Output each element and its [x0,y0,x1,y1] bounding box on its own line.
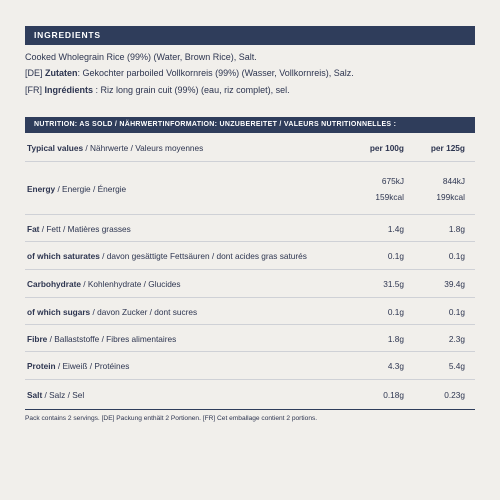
ingredient-line: Cooked Wholegrain Rice (99%) (Water, Bro… [25,52,257,62]
column-header: per 125g [430,143,465,153]
row-label-rest: / Eiweiß / Protéines [55,361,130,371]
ingredient-line: [FR] Ingrédients : Riz long grain cuit (… [25,85,290,95]
nutrient-value: 5.4g [448,361,465,371]
row-label: Fat / Fett / Matières grasses [27,221,131,237]
row-label-bold: of which sugars [27,306,91,317]
nutrient-value: 1.8g [387,333,404,344]
value-cell: 4.3g [388,358,404,374]
row-label-bold: Protein [27,361,56,371]
row-label: Energy / Energie / Énergie [27,181,126,197]
nutrient-value: 844kJ [442,175,465,186]
nutrient-value: 0.1g [448,251,465,261]
nutrient-value: 0.23g [444,390,465,400]
nutrient-row: Salt / Salz / Sel 0.18g 0.23g [25,380,475,410]
value-cell: 5.4g [449,358,465,374]
row-label-bold: Salt [27,390,43,400]
nutrient-value: 675kJ [381,175,404,186]
value-cell: 0.23g [444,387,465,403]
row-label-bold: Fibre [27,333,48,344]
row-label-bold: Carbohydrate [27,279,81,289]
row-label-rest: / Nährwerte / Valeurs moyennes [83,143,204,153]
row-label-rest: / Energie / Énergie [55,183,127,194]
row-label: Salt / Salz / Sel [27,387,84,403]
row-label: Protein / Eiweiß / Protéines [27,358,129,374]
row-label-rest: / davon Zucker / dont sucres [90,306,198,317]
row-label-rest: / Ballaststoffe / Fibres alimentaires [47,333,177,344]
language-label: Zutaten [45,68,78,78]
nutrient-value: 1.4g [387,223,404,234]
value-cell: 2.3g [449,331,465,347]
row-label-bold: of which saturates [27,251,100,261]
row-label-bold: Energy [27,183,56,194]
row-label-rest: / davon gesättigte Fettsäuren / dont aci… [99,251,307,261]
nutrient-row: of which saturates / davon gesättigte Fe… [25,242,475,270]
row-label: Fibre / Ballaststoffe / Fibres alimentai… [27,331,176,347]
footnote: Pack contains 2 servings. [DE] Packung e… [25,415,318,422]
row-label-bold: Typical values [27,143,84,153]
ingredient-text: : Riz long grain cuit (99%) (eau, riz co… [93,85,290,95]
value-cell: 0.18g [383,387,404,403]
value-cell: 675kJ 159kcal [375,173,404,205]
row-label-rest: / Salz / Sel [42,390,85,400]
row-label-rest: / Kohlenhydrate / Glucides [80,279,181,289]
nutrient-value: 0.1g [387,306,404,317]
nutrient-row: of which sugars / davon Zucker / dont su… [25,298,475,325]
row-label: Carbohydrate / Kohlenhydrate / Glucides [27,276,181,292]
nutrient-value: 0.1g [387,251,404,261]
row-label-rest: / Fett / Matières grasses [39,223,131,234]
column-header: per 100g [369,143,404,153]
nutrient-row: Energy / Energie / Énergie 675kJ 159kcal 84… [25,162,475,215]
value-cell: 844kJ 199kcal [436,173,465,205]
language-label: Ingrédients [44,85,94,95]
nutrient-row: Fibre / Ballaststoffe / Fibres alimentai… [25,325,475,352]
language-prefix: [FR] [25,85,45,95]
nutrient-row: Protein / Eiweiß / Protéines 4.3g 5.4g [25,352,475,380]
value-cell: 0.1g [388,248,404,264]
value-cell: 39.4g [444,276,465,292]
nutrient-value: 39.4g [444,279,465,289]
ingredients-heading: INGREDIENTS [34,30,101,40]
nutrient-row: Fat / Fett / Matières grasses 1.4g 1.8g [25,215,475,242]
row-label: of which sugars / davon Zucker / dont su… [27,304,197,320]
row-label: Typical values / Nährwerte / Valeurs moy… [27,140,203,156]
row-label: of which saturates / davon gesättigte Fe… [27,248,307,264]
value-cell: 1.8g [388,331,404,347]
nutrient-value: 31.5g [383,279,404,289]
ingredients-bar: INGREDIENTS [25,26,475,45]
nutrition-bar: NUTRITION: AS SOLD / NÄHRWERTINFORMATION… [25,117,475,133]
nutrient-row: Carbohydrate / Kohlenhydrate / Glucides 3… [25,270,475,298]
value-cell: 1.8g [449,221,465,237]
nutrient-value: 199kcal [436,191,465,202]
ingredient-text: : Gekochter parboiled Vollkornreis (99%)… [77,68,354,78]
value-cell: 0.1g [449,304,465,320]
table-header-row: Typical values / Nährwerte / Valeurs moy… [25,136,475,162]
nutrient-value: 1.8g [448,223,465,234]
nutrient-value: 2.3g [448,333,465,344]
ingredient-line: [DE] Zutaten: Gekochter parboiled Vollko… [25,68,354,78]
row-label-bold: Fat [27,223,40,234]
nutrient-value: 4.3g [387,361,404,371]
value-cell: 0.1g [388,304,404,320]
nutrient-value: 159kcal [375,191,404,202]
ingredient-text: Cooked Wholegrain Rice (99%) (Water, Bro… [25,52,257,62]
value-cell: 0.1g [449,248,465,264]
value-cell: 1.4g [388,221,404,237]
nutrition-heading: NUTRITION: AS SOLD / NÄHRWERTINFORMATION… [34,121,397,128]
nutrient-value: 0.18g [383,390,404,400]
value-cell: 31.5g [383,276,404,292]
language-prefix: [DE] [25,68,46,78]
nutrient-value: 0.1g [448,306,465,317]
